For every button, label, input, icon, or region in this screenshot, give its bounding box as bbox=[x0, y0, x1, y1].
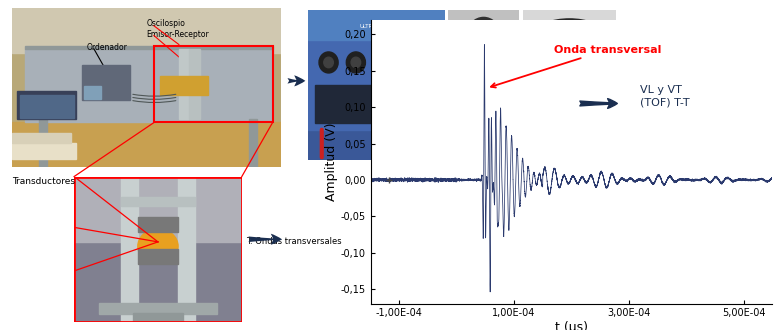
Circle shape bbox=[324, 57, 333, 68]
Ellipse shape bbox=[560, 28, 579, 37]
Bar bbox=[121, 177, 138, 322]
Text: ULTRASONIK: ULTRASONIK bbox=[360, 24, 393, 29]
Ellipse shape bbox=[537, 19, 602, 46]
Circle shape bbox=[374, 52, 393, 73]
Bar bbox=[562, 112, 577, 160]
Bar bbox=[160, 76, 208, 95]
Ellipse shape bbox=[552, 23, 587, 42]
Bar bbox=[308, 10, 445, 40]
Bar bbox=[12, 143, 76, 159]
Text: T. Ondas transversales: T. Ondas transversales bbox=[246, 237, 342, 247]
FancyArrowPatch shape bbox=[133, 101, 176, 103]
Bar bbox=[20, 95, 73, 117]
Bar bbox=[25, 46, 273, 50]
Circle shape bbox=[452, 17, 515, 152]
Bar bbox=[25, 50, 273, 122]
Y-axis label: Amplitud (V): Amplitud (V) bbox=[324, 122, 338, 201]
Bar bbox=[249, 119, 257, 167]
Text: Transductores: Transductores bbox=[12, 177, 75, 185]
Bar bbox=[74, 177, 242, 242]
Circle shape bbox=[405, 82, 416, 94]
Bar bbox=[179, 50, 190, 119]
Ellipse shape bbox=[470, 95, 480, 111]
Bar bbox=[82, 65, 130, 100]
FancyArrowPatch shape bbox=[133, 97, 176, 99]
Text: Onda transversal: Onda transversal bbox=[491, 45, 661, 87]
Bar bbox=[178, 177, 195, 322]
Bar bbox=[315, 85, 390, 122]
Bar bbox=[154, 46, 273, 122]
Bar bbox=[12, 133, 71, 143]
Bar bbox=[308, 40, 445, 130]
Circle shape bbox=[475, 67, 492, 103]
Bar bbox=[138, 217, 178, 232]
Circle shape bbox=[407, 59, 414, 66]
Circle shape bbox=[346, 52, 365, 73]
Text: Emisor-Receptor: Emisor-Receptor bbox=[147, 30, 209, 39]
Bar bbox=[17, 91, 76, 119]
Circle shape bbox=[378, 57, 388, 68]
X-axis label: t (μs): t (μs) bbox=[555, 321, 588, 330]
Circle shape bbox=[138, 229, 178, 264]
Circle shape bbox=[457, 28, 510, 142]
Ellipse shape bbox=[537, 102, 602, 128]
Bar bbox=[133, 313, 183, 322]
Circle shape bbox=[463, 40, 505, 130]
Circle shape bbox=[404, 55, 417, 70]
FancyArrowPatch shape bbox=[133, 94, 176, 96]
Bar bbox=[12, 122, 281, 167]
Text: VL y VT
(TOF) T-T: VL y VT (TOF) T-T bbox=[640, 85, 690, 107]
Text: Oscilospio: Oscilospio bbox=[147, 19, 185, 28]
Bar bbox=[138, 249, 178, 264]
Bar bbox=[99, 303, 217, 314]
Circle shape bbox=[319, 52, 339, 73]
Bar bbox=[121, 197, 195, 206]
Bar bbox=[537, 32, 602, 115]
Bar bbox=[190, 50, 200, 119]
Text: Ordenador: Ordenador bbox=[87, 43, 128, 52]
Bar bbox=[39, 119, 47, 167]
Circle shape bbox=[351, 57, 360, 68]
Ellipse shape bbox=[555, 108, 583, 122]
Bar bbox=[12, 8, 281, 52]
Bar bbox=[84, 86, 101, 99]
